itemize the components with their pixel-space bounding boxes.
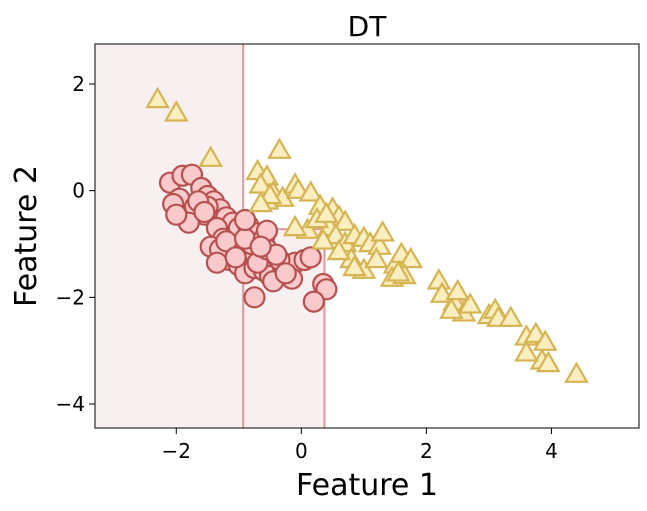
circle-point	[165, 203, 188, 226]
triangle-point	[445, 278, 471, 301]
triangle-point	[267, 137, 292, 159]
triangle-point	[370, 220, 395, 242]
triangle-point	[310, 228, 336, 250]
y-axis-label: Feature 2	[9, 165, 44, 307]
triangle-point	[198, 145, 224, 167]
y-tick-label: −4	[56, 392, 85, 416]
plot-frame	[94, 43, 640, 429]
triangle-point	[385, 260, 411, 282]
triangle-point	[398, 246, 424, 269]
circle-point	[299, 246, 322, 269]
triangle-point	[498, 305, 524, 327]
triangle-point	[298, 180, 324, 202]
chart-title: DT	[348, 10, 388, 43]
x-tick-label: −2	[162, 439, 191, 463]
triangle-point	[314, 201, 339, 223]
y-tick-label: 2	[72, 72, 85, 96]
y-axis-ticks: 2 0 −2 −4	[56, 72, 95, 416]
x-tick-label: 4	[545, 439, 558, 463]
triangle-point	[248, 190, 274, 213]
triangle-point	[564, 361, 589, 383]
triangle-point	[282, 214, 308, 237]
triangle-point	[426, 268, 452, 290]
x-axis-label: Feature 1	[296, 468, 438, 503]
triangle-point	[439, 297, 464, 319]
circle-point	[205, 251, 229, 274]
x-tick-label: 2	[420, 439, 433, 463]
x-axis-ticks: −2 0 2 4	[162, 428, 558, 463]
circle-point	[224, 246, 247, 269]
triangle-point	[332, 209, 358, 231]
data-markers	[145, 86, 589, 383]
triangle-point	[326, 238, 352, 261]
circle-point	[193, 200, 216, 224]
circle-point	[274, 262, 297, 285]
triangle-point	[535, 350, 561, 373]
triangle-point	[457, 292, 483, 314]
y-tick-label: 0	[72, 179, 85, 203]
x-tick-label: 0	[295, 439, 308, 463]
circle-point	[249, 235, 272, 258]
circle-point	[233, 208, 257, 232]
y-tick-label: −2	[56, 285, 85, 309]
triangle-point	[163, 100, 189, 122]
triangle-point	[145, 86, 170, 109]
triangle-point	[342, 254, 367, 277]
triangle-point	[364, 246, 389, 269]
triangle-point	[532, 329, 558, 351]
triangle-point	[514, 340, 539, 362]
circle-point	[302, 290, 325, 313]
circle-point	[243, 286, 266, 309]
